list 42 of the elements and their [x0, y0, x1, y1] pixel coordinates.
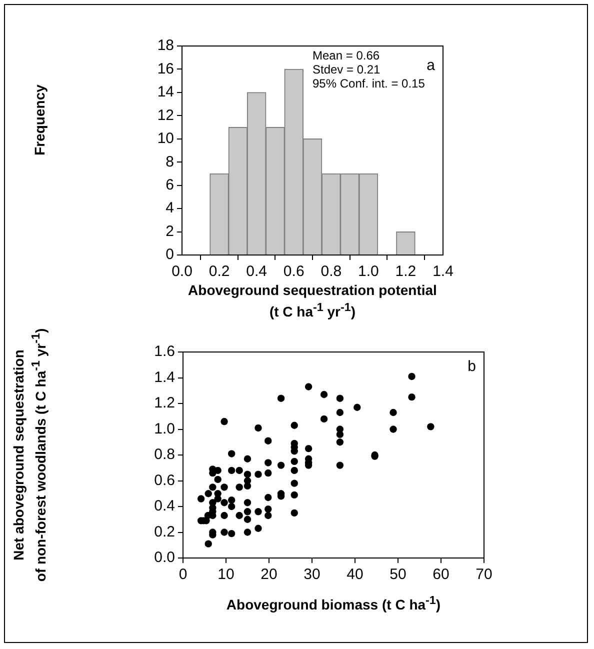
- y-tick-label: 1.0: [154, 420, 175, 438]
- y-tick-label: 8: [166, 153, 174, 170]
- annotation: b: [468, 358, 476, 376]
- y-tick-label: 0.4: [154, 498, 175, 515]
- y-tick-label: 0.2: [154, 523, 175, 540]
- y-tick-label: 18: [157, 37, 174, 54]
- x-tick-label: 30: [304, 566, 320, 584]
- x-tick-label: 70: [476, 566, 492, 584]
- x-tick-label: 0.6: [283, 263, 304, 280]
- x-tick-label: 40: [346, 566, 364, 584]
- y-tick-label: 1.6: [154, 343, 175, 360]
- y-tick-label: 1.4: [154, 368, 175, 386]
- x-tick-label: 10: [218, 566, 234, 584]
- y-axis-title: Frequency: [32, 84, 48, 156]
- y-tick-label: 0: [166, 246, 174, 264]
- x-tick-label: 0.4: [246, 263, 267, 280]
- y-tick-label: 0.0: [154, 549, 175, 566]
- y-tick-label: 6: [166, 176, 174, 194]
- x-tick-label: 60: [432, 566, 450, 584]
- y-tick-label: 12: [157, 106, 174, 124]
- x-tick-label: 0.8: [320, 263, 342, 280]
- x-tick-label: 1.4: [432, 263, 454, 280]
- annotation: a: [426, 57, 436, 74]
- y-tick-label: 4: [166, 200, 174, 217]
- x-axis-title: Aboveground sequestration potential (t C ha$^{-1}$ yr$^{-1}$): [187, 282, 438, 321]
- x-tick-label: 1.2: [395, 263, 416, 280]
- y-tick-label: 16: [157, 60, 174, 78]
- x-tick-label: 0: [178, 566, 188, 584]
- x-tick-label: 50: [390, 566, 406, 584]
- y-tick-label: 2: [166, 222, 174, 240]
- y-tick-label: 14: [157, 84, 174, 101]
- y-tick-label: 0.8: [154, 446, 175, 464]
- y-tick-label: 10: [157, 130, 174, 148]
- y-tick-label: 0.6: [154, 472, 175, 489]
- annotation: Stdev = 0.21: [312, 62, 381, 76]
- x-axis-title: Aboveground biomass (t C ha$^{-1}$): [225, 593, 442, 614]
- x-tick-label: 1.0: [358, 263, 379, 280]
- annotation: Mean = 0.66: [312, 48, 380, 62]
- x-tick-label: 20: [260, 566, 278, 584]
- y-tick-label: 1.2: [154, 394, 175, 412]
- annotation: 95% Conf. int. = 0.15: [312, 76, 426, 90]
- x-tick-label: 0.2: [208, 263, 230, 280]
